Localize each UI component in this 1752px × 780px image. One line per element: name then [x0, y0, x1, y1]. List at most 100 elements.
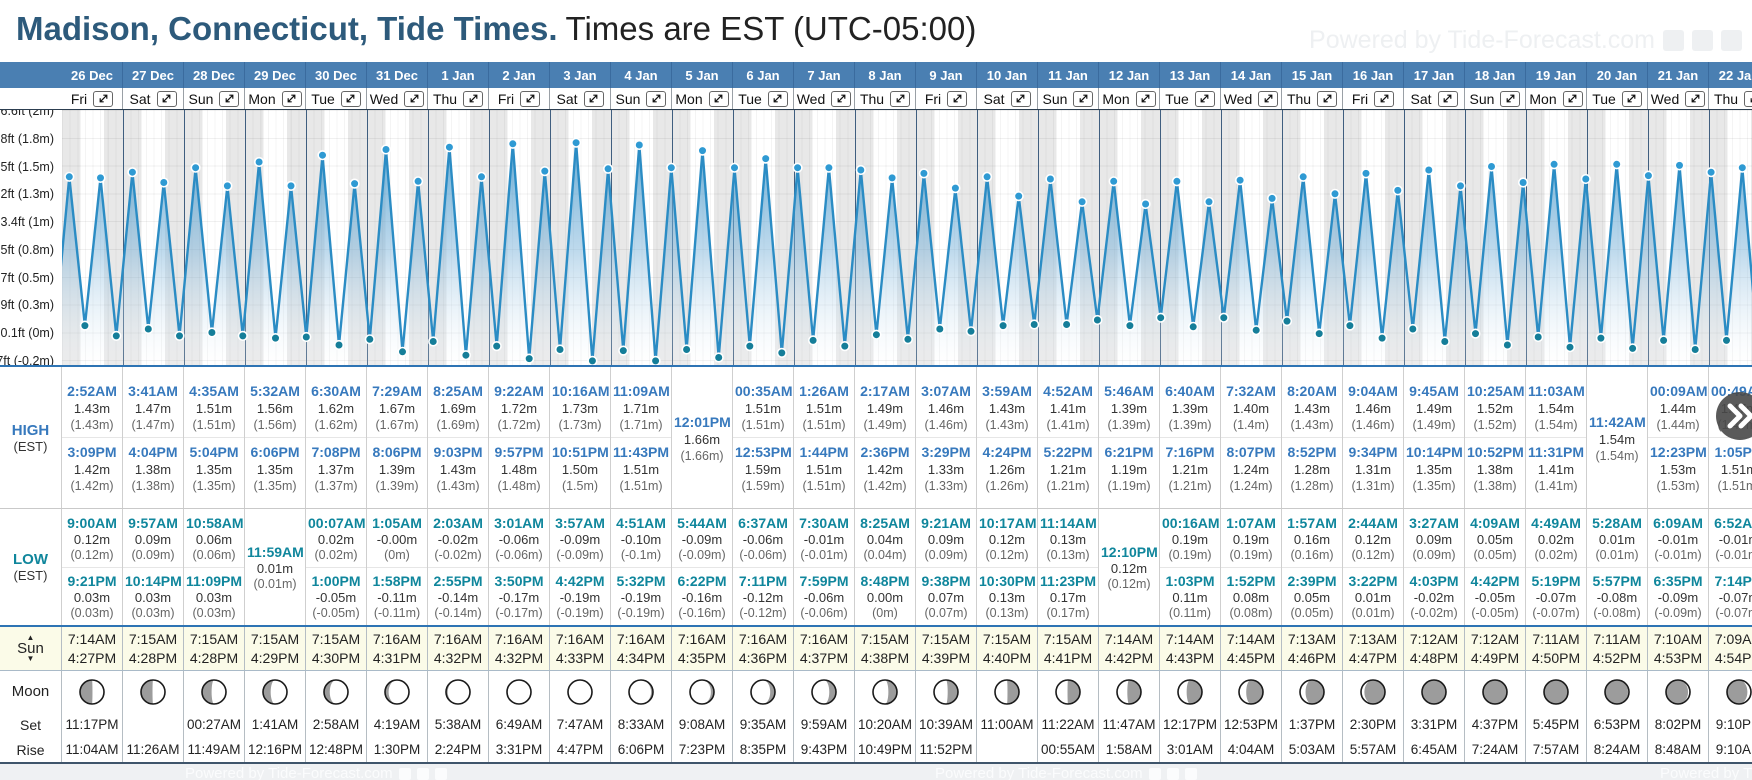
expand-day-button[interactable] [1437, 90, 1458, 107]
expand-day-button[interactable] [156, 90, 177, 107]
tide-height: 0.09m [134, 531, 172, 547]
tide-height-alt: (-0.07m) [1532, 605, 1580, 620]
expand-day-button[interactable] [404, 90, 425, 107]
sun-cell: 7:15AM 4:30PM [306, 627, 367, 670]
low-tide-dot [934, 323, 945, 335]
tide-height-alt: (0.17m) [1046, 605, 1090, 620]
expand-day-button[interactable] [1258, 90, 1279, 107]
tide-time: 1:52PM [1226, 572, 1276, 589]
expand-day-button[interactable] [583, 90, 604, 107]
tide-time: 1:05AM [372, 514, 422, 531]
tide-height-alt: (-0.17m) [495, 605, 543, 620]
weekday-cell: Wed [1648, 88, 1709, 109]
high-tide-dot [1705, 167, 1717, 178]
tide-height-alt: (1.52m) [1473, 418, 1517, 432]
expand-day-button[interactable] [890, 90, 911, 107]
sunset-time: 4:32PM [433, 649, 483, 666]
moon-phase-icon [79, 678, 105, 705]
expand-day-button[interactable] [1562, 90, 1583, 107]
expand-day-button[interactable] [93, 90, 114, 107]
tide-event: 00:07AM 0.02m (0.02m) [306, 510, 366, 567]
expand-day-button[interactable] [463, 90, 484, 107]
low-tide-row: LOW (EST) 9:00AM 0.12m (0.12m) 9:21PM 0.03m(… [0, 508, 1752, 625]
tide-time: 3:09PM [67, 444, 117, 460]
sunrise-time: 7:14AM [67, 630, 117, 647]
tide-event: 1:07AM 0.19m (0.19m) [1221, 510, 1281, 567]
high-tide-cell: 9:45AM 1.49m (1.49m) 10:14PM 1.35m (1.35m) [1404, 367, 1465, 508]
expand-day-button[interactable] [219, 90, 240, 107]
moon-row: Moon [0, 671, 1752, 712]
sunset-time: 4:41PM [1043, 649, 1093, 666]
tide-height: 1.52m [1476, 401, 1514, 416]
tide-height-alt: (1.42m) [70, 479, 114, 493]
next-page-button[interactable] [1716, 392, 1752, 440]
expand-day-button[interactable] [1500, 90, 1521, 107]
tide-event: 1:26AM 1.51m (1.51m) [794, 377, 854, 437]
high-tide-cell: 10:25AM 1.52m (1.52m) 10:52PM 1.38m (1.38m) [1465, 367, 1526, 508]
moon-phase-icon [262, 678, 288, 705]
tide-time: 6:52AM [1714, 514, 1752, 531]
expand-day-button[interactable] [1744, 90, 1752, 107]
tide-curve [62, 137, 1752, 365]
low-tide-dot [301, 331, 312, 343]
tide-height: 1.56m [256, 401, 294, 416]
tide-height: 1.33m [927, 462, 965, 477]
tide-event: 5:32PM -0.19m (-0.19m) [611, 566, 671, 625]
expand-day-button[interactable] [947, 90, 968, 107]
tide-height: 0.19m [1232, 531, 1270, 547]
high-tide-dot [507, 138, 518, 149]
low-tide-dot [776, 347, 787, 358]
tide-time: 7:14PM [1714, 572, 1752, 589]
date-cell: 1 Jan [428, 62, 489, 88]
expand-day-button[interactable] [767, 90, 788, 107]
expand-day-button[interactable] [1073, 90, 1094, 107]
tide-event: 2:52AM 1.43m (1.43m) [62, 377, 122, 437]
tide-time: 7:59PM [799, 572, 849, 589]
tide-event: 4:51AM -0.10m (-0.1m) [611, 510, 671, 567]
high-tide-dot [1455, 180, 1466, 191]
tide-height-alt: (-0.09m) [556, 547, 604, 562]
high-tide-cell: 7:29AM 1.67m (1.67m) 8:06PM 1.39m (1.39m) [367, 367, 428, 508]
expand-day-button[interactable] [1194, 90, 1215, 107]
tide-height-alt: (-0.19m) [617, 605, 665, 620]
expand-day-button[interactable] [708, 90, 729, 107]
day-separator [1220, 110, 1222, 365]
tide-time: 10:51PM [552, 444, 609, 460]
expand-day-button[interactable] [1317, 90, 1338, 107]
expand-day-button[interactable] [1010, 90, 1031, 107]
expand-day-button[interactable] [1685, 90, 1706, 107]
tide-height: 1.53m [1659, 462, 1697, 477]
tide-time: 6:06PM [250, 444, 300, 460]
moonrise-cell: 3:01AM [1160, 737, 1221, 762]
weekday-cell: Fri [489, 88, 550, 109]
day-separator [305, 110, 307, 365]
moon-phase-icon [994, 678, 1020, 705]
expand-day-button[interactable] [340, 90, 361, 107]
tide-time: 3:57AM [555, 514, 605, 531]
low-tide-cell: 3:57AM -0.09m (-0.09m) 4:42PM -0.19m (-0.19m) [550, 509, 611, 625]
tide-event: 4:35AM 1.51m (1.51m) [184, 377, 244, 437]
tide-event: 1:58PM -0.11m (-0.11m) [367, 566, 427, 625]
tide-event: 11:59AM 0.01m (0.01m) [245, 539, 305, 596]
expand-day-button[interactable] [281, 90, 302, 107]
expand-day-button[interactable] [1621, 90, 1642, 107]
moonrise-cell: 11:04AM [62, 737, 123, 762]
expand-day-button[interactable] [1374, 90, 1395, 107]
tide-height: 0.03m [73, 589, 111, 605]
moonrise-cell: 6:45AM [1404, 737, 1465, 762]
moon-phase-cell [794, 671, 855, 712]
expand-day-button[interactable] [1135, 90, 1156, 107]
date-cell: 3 Jan [550, 62, 611, 88]
footer-watermark: Powered by Tide-Forecast.com [1660, 765, 1752, 780]
sun-cell: 7:15AM 4:28PM [123, 627, 184, 670]
sunset-time: 4:50PM [1531, 649, 1581, 666]
moon-phase-icon [1543, 678, 1569, 705]
moonrise-cell: 10:49PM [855, 737, 916, 762]
expand-day-button[interactable] [520, 90, 541, 107]
moon-phase-cell [489, 671, 550, 712]
low-tide-dot [1218, 312, 1229, 323]
expand-day-button[interactable] [646, 90, 667, 107]
tide-height: 0.12m [1110, 560, 1148, 576]
sunrise-time: 7:14AM [1226, 630, 1276, 647]
expand-day-button[interactable] [831, 90, 852, 107]
